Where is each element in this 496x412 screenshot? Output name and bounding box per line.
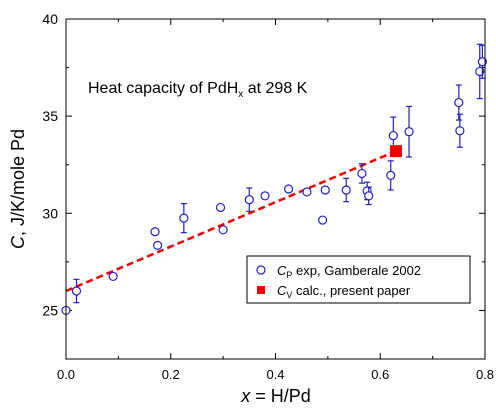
exp-point	[320, 185, 330, 195]
x-axis-label: x = H/Pd	[240, 386, 311, 406]
y-tick-label: 30	[42, 205, 58, 221]
exp-point	[454, 97, 464, 108]
legend-label-exp: CP exp, Gamberale 2002	[277, 263, 421, 280]
x-tick-label: 0.0	[57, 367, 75, 382]
exp-point	[357, 168, 367, 179]
exp-point	[179, 213, 189, 223]
plot-frame	[65, 18, 486, 360]
y-tick-label: 40	[42, 11, 58, 27]
fit-line-layer	[65, 149, 397, 293]
exp-point	[364, 191, 374, 201]
legend-marker-calc	[257, 286, 265, 294]
y-tick-label: 25	[42, 302, 58, 318]
x-tick-label: 0.6	[371, 367, 389, 382]
exp-point	[153, 240, 163, 250]
exp-point	[218, 225, 228, 235]
exp-point	[388, 130, 398, 141]
legend-marker-exp	[256, 265, 266, 275]
exp-point	[215, 202, 226, 213]
legend-label-calc: CV calc., present paper	[277, 283, 411, 300]
y-tick-label: 35	[42, 108, 58, 124]
exp-point	[318, 215, 328, 225]
exp-point	[71, 286, 82, 296]
legend: CP exp, Gamberale 2002 CV calc., present…	[246, 255, 471, 304]
axis-ticks	[65, 18, 486, 360]
exp-point	[302, 187, 312, 197]
exp-point	[108, 271, 118, 282]
x-tick-label: 0.8	[476, 367, 494, 382]
exp-point	[477, 57, 487, 67]
fit-line	[65, 149, 397, 293]
exp-point	[341, 185, 351, 195]
exp-point	[260, 191, 270, 201]
exp-point	[455, 126, 465, 136]
y-axis-label: C, J/K/mole Pd	[8, 129, 28, 249]
calc-point	[389, 145, 402, 158]
data-points	[61, 43, 487, 316]
exp-point	[475, 66, 485, 77]
chart-title: Heat capacity of PdHx at 298 K	[88, 80, 308, 100]
exp-point	[386, 170, 396, 180]
tick-labels: 0.0 0.2 0.4 0.6 0.8 25 30 35 40	[42, 11, 494, 382]
x-tick-label: 0.4	[266, 367, 284, 382]
legend-box	[246, 255, 471, 304]
exp-point	[283, 184, 294, 194]
exp-point	[150, 227, 160, 237]
x-tick-label: 0.2	[162, 367, 180, 382]
exp-point	[244, 195, 254, 205]
exp-point	[404, 127, 414, 137]
